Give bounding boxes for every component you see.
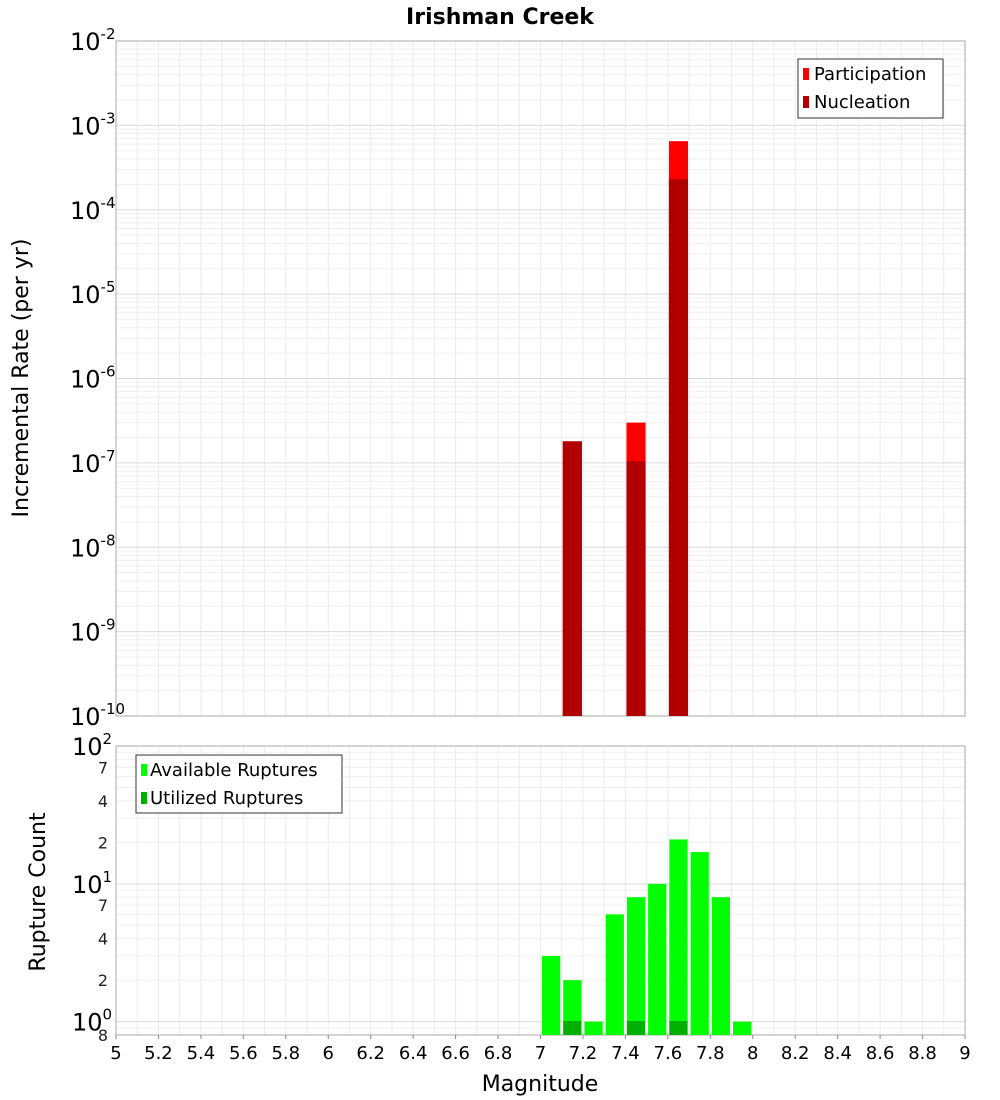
top-y-tick-label: 10-9 bbox=[70, 616, 116, 647]
top-y-tick-label: 10-8 bbox=[70, 531, 116, 562]
bottom-y-ticks: 102 101 100 7 4 2 7 4 2 8 bbox=[72, 730, 112, 1045]
x-tick-label: 5 bbox=[110, 1043, 121, 1064]
top-y-tick-label: 10-2 bbox=[70, 25, 116, 56]
x-tick-label: 9 bbox=[959, 1043, 970, 1064]
x-tick-label: 7.8 bbox=[696, 1043, 725, 1064]
legend-label-participation: Participation bbox=[814, 64, 926, 85]
available-bar bbox=[648, 883, 667, 1035]
bottom-y-minor-tick-label: 2 bbox=[98, 833, 108, 852]
x-tick-label: 8.6 bbox=[866, 1043, 895, 1064]
legend-label-available: Available Ruptures bbox=[150, 760, 318, 781]
utilized-bar bbox=[626, 1021, 646, 1035]
bottom-y-minor-tick-label: 2 bbox=[98, 971, 108, 990]
available-bar bbox=[669, 839, 688, 1035]
x-tick-label: 8.2 bbox=[781, 1043, 810, 1064]
x-tick-label: 5.2 bbox=[144, 1043, 173, 1064]
x-axis-label: Magnitude bbox=[482, 1072, 599, 1097]
legend-label-utilized: Utilized Ruptures bbox=[150, 788, 303, 809]
available-bar bbox=[584, 1021, 603, 1035]
bottom-y-minor-tick-label: 7 bbox=[98, 896, 108, 915]
available-bar bbox=[733, 1021, 752, 1035]
bottom-bars bbox=[542, 839, 752, 1035]
x-tick-label: 7.6 bbox=[654, 1043, 683, 1064]
bottom-legend: Available Ruptures Utilized Ruptures bbox=[135, 754, 343, 814]
bottom-y-minor-tick-label: 7 bbox=[98, 758, 108, 777]
top-y-tick-label: 10-5 bbox=[70, 278, 116, 309]
top-legend: Participation Nucleation bbox=[797, 58, 944, 119]
bottom-y-axis-label: Rupture Count bbox=[26, 812, 51, 972]
x-tick-label: 7.4 bbox=[611, 1043, 640, 1064]
top-bars bbox=[562, 141, 689, 717]
bottom-y-tick-label: 100 bbox=[72, 1006, 112, 1037]
available-bar bbox=[605, 914, 624, 1035]
x-tick-label: 8 bbox=[747, 1043, 758, 1064]
top-gridlines bbox=[115, 41, 966, 717]
legend-swatch-nucleation bbox=[803, 96, 809, 108]
chart-title: Irishman Creek bbox=[406, 5, 595, 30]
x-tick-label: 5.6 bbox=[229, 1043, 258, 1064]
bottom-y-minor-tick-label: 4 bbox=[98, 792, 108, 811]
available-bar bbox=[626, 897, 646, 1035]
available-bar bbox=[542, 955, 561, 1035]
x-tick-label: 6.2 bbox=[356, 1043, 385, 1064]
utilized-bar bbox=[669, 1021, 688, 1035]
bottom-y-tick-label: 102 bbox=[72, 730, 112, 761]
available-bar bbox=[711, 897, 731, 1035]
nucleation-bar bbox=[626, 461, 646, 716]
top-y-tick-label: 10-7 bbox=[70, 447, 116, 478]
x-tick-label: 6.4 bbox=[399, 1043, 428, 1064]
x-ticks: 5 5.2 5.4 5.6 5.8 6 6.2 6.4 6.6 6.8 7 7.2 7.4 7.6 7.8 8… bbox=[110, 1035, 971, 1064]
top-y-tick-label: 10-4 bbox=[70, 194, 116, 225]
x-tick-label: 8.4 bbox=[823, 1043, 852, 1064]
legend-swatch-utilized bbox=[141, 792, 147, 804]
x-tick-label: 5.4 bbox=[187, 1043, 216, 1064]
x-tick-label: 6 bbox=[323, 1043, 334, 1064]
bottom-legend-box bbox=[135, 754, 343, 814]
x-tick-label: 7.2 bbox=[569, 1043, 598, 1064]
bottom-y-minor-tick-label: 8 bbox=[98, 1026, 108, 1045]
top-y-ticks: 10-2 10-3 10-4 10-5 10-6 10-7 10-8 10-9 10-10 bbox=[70, 25, 125, 731]
top-y-tick-label: 10-3 bbox=[70, 109, 116, 140]
legend-swatch-participation bbox=[803, 68, 809, 80]
nucleation-bar bbox=[668, 179, 689, 716]
bottom-y-minor-tick-label: 4 bbox=[98, 930, 108, 949]
top-plot-frame bbox=[115, 40, 966, 717]
top-legend-box bbox=[797, 58, 944, 119]
top-y-axis-label: Incremental Rate (per yr) bbox=[9, 239, 34, 518]
top-y-tick-label: 10-6 bbox=[70, 363, 116, 394]
top-y-tick-label: 10-10 bbox=[70, 700, 125, 731]
x-tick-label: 5.8 bbox=[271, 1043, 300, 1064]
x-tick-label: 7 bbox=[535, 1043, 546, 1064]
available-bar bbox=[690, 852, 709, 1035]
x-tick-label: 8.8 bbox=[908, 1043, 937, 1064]
x-tick-label: 6.8 bbox=[484, 1043, 513, 1064]
utilized-bar bbox=[563, 1021, 582, 1035]
legend-swatch-available bbox=[141, 764, 147, 776]
legend-label-nucleation: Nucleation bbox=[814, 92, 910, 113]
nucleation-bar bbox=[562, 441, 582, 716]
x-tick-label: 6.6 bbox=[441, 1043, 470, 1064]
bottom-y-tick-label: 101 bbox=[72, 868, 112, 899]
